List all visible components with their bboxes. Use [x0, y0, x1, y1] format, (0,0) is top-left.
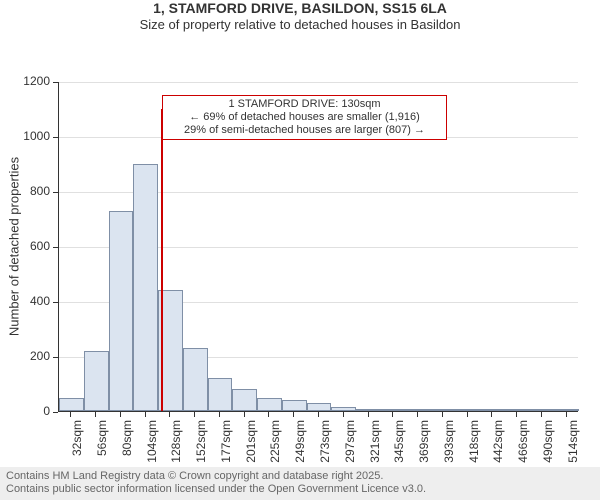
- y-tick-mark: [53, 302, 58, 303]
- x-tick-label: 249sqm: [293, 420, 307, 463]
- x-tick-label: 225sqm: [268, 420, 282, 463]
- annotation-line2: ← 69% of detached houses are smaller (1,…: [167, 111, 442, 124]
- x-tick-label: 152sqm: [194, 420, 208, 463]
- y-tick-label: 200: [0, 349, 50, 363]
- x-tick-label: 345sqm: [392, 420, 406, 463]
- x-tick-label: 177sqm: [219, 420, 233, 463]
- histogram-bar: [331, 407, 356, 411]
- y-tick-mark: [53, 137, 58, 138]
- x-tick-mark: [318, 412, 319, 417]
- attribution: Contains HM Land Registry data © Crown c…: [0, 467, 600, 500]
- x-tick-mark: [120, 412, 121, 417]
- x-tick-label: 128sqm: [169, 420, 183, 463]
- x-tick-label: 442sqm: [491, 420, 505, 463]
- x-tick-mark: [95, 412, 96, 417]
- x-tick-mark: [417, 412, 418, 417]
- histogram-bar: [381, 409, 406, 411]
- histogram-bar: [183, 348, 208, 411]
- x-tick-mark: [566, 412, 567, 417]
- x-tick-mark: [194, 412, 195, 417]
- y-tick-label: 800: [0, 184, 50, 198]
- histogram-bar: [282, 400, 307, 411]
- histogram-bar: [232, 389, 257, 411]
- x-tick-label: 297sqm: [343, 420, 357, 463]
- x-tick-label: 418sqm: [467, 420, 481, 463]
- histogram-bar: [505, 409, 530, 411]
- y-tick-label: 0: [0, 404, 50, 418]
- x-tick-label: 393sqm: [442, 420, 456, 463]
- y-tick-mark: [53, 247, 58, 248]
- histogram-bar: [84, 351, 109, 412]
- histogram-bar: [480, 409, 505, 411]
- x-tick-mark: [70, 412, 71, 417]
- x-tick-label: 56sqm: [95, 420, 109, 456]
- x-tick-mark: [368, 412, 369, 417]
- annotation-line1: 1 STAMFORD DRIVE: 130sqm: [167, 98, 442, 111]
- x-tick-label: 201sqm: [244, 420, 258, 463]
- histogram-bar: [430, 409, 455, 411]
- x-tick-mark: [169, 412, 170, 417]
- x-tick-mark: [244, 412, 245, 417]
- x-tick-mark: [491, 412, 492, 417]
- histogram-bar: [529, 409, 554, 411]
- x-tick-label: 369sqm: [417, 420, 431, 463]
- y-tick-mark: [53, 357, 58, 358]
- x-tick-mark: [293, 412, 294, 417]
- gridline: [59, 82, 578, 83]
- y-tick-mark: [53, 192, 58, 193]
- histogram-bar: [356, 409, 381, 412]
- x-tick-mark: [392, 412, 393, 417]
- x-tick-mark: [219, 412, 220, 417]
- x-tick-label: 32sqm: [70, 420, 84, 456]
- x-tick-label: 321sqm: [368, 420, 382, 463]
- x-tick-mark: [516, 412, 517, 417]
- x-tick-mark: [442, 412, 443, 417]
- x-tick-mark: [541, 412, 542, 417]
- chart-title: 1, STAMFORD DRIVE, BASILDON, SS15 6LA: [0, 0, 600, 17]
- x-tick-mark: [145, 412, 146, 417]
- histogram-bar: [257, 398, 282, 412]
- y-tick-label: 1200: [0, 74, 50, 88]
- y-tick-label: 400: [0, 294, 50, 308]
- y-tick-label: 600: [0, 239, 50, 253]
- x-tick-label: 80sqm: [120, 420, 134, 456]
- x-tick-mark: [268, 412, 269, 417]
- x-tick-mark: [467, 412, 468, 417]
- x-tick-label: 273sqm: [318, 420, 332, 463]
- plot-wrap: Number of detached properties Distributi…: [0, 32, 600, 472]
- attribution-line2: Contains public sector information licen…: [6, 483, 594, 497]
- x-tick-label: 514sqm: [566, 420, 580, 463]
- histogram-bar: [208, 378, 233, 411]
- y-tick-label: 1000: [0, 129, 50, 143]
- x-tick-label: 466sqm: [516, 420, 530, 463]
- annotation-box: 1 STAMFORD DRIVE: 130sqm ← 69% of detach…: [162, 95, 447, 141]
- histogram-bar: [109, 211, 134, 412]
- histogram-bar: [59, 398, 84, 412]
- histogram-bar: [133, 164, 158, 412]
- histogram-bar: [554, 409, 579, 411]
- histogram-bar: [307, 403, 332, 411]
- chart-subtitle: Size of property relative to detached ho…: [0, 17, 600, 33]
- x-tick-label: 104sqm: [145, 420, 159, 463]
- reference-line: [161, 109, 163, 412]
- y-tick-mark: [53, 82, 58, 83]
- x-tick-label: 490sqm: [541, 420, 555, 463]
- histogram-bar: [406, 409, 431, 411]
- x-tick-mark: [343, 412, 344, 417]
- y-tick-mark: [53, 412, 58, 413]
- attribution-line1: Contains HM Land Registry data © Crown c…: [6, 470, 594, 484]
- histogram-bar: [455, 409, 480, 411]
- annotation-line3: 29% of semi-detached houses are larger (…: [167, 124, 442, 137]
